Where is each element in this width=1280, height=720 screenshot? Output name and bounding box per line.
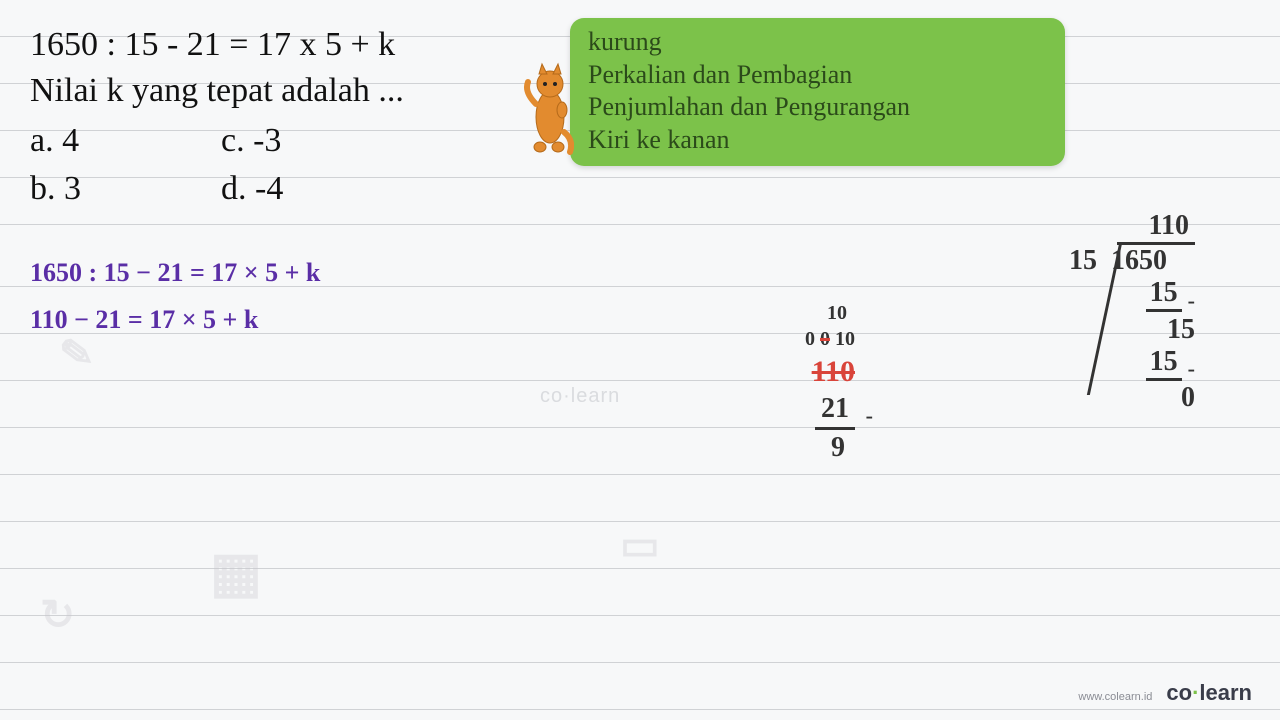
ld-step: 15 (1146, 346, 1182, 381)
hint-line: Penjumlahan dan Pengurangan (588, 91, 1047, 124)
cs-subtrahend: 21 (815, 391, 855, 430)
cs-minuend: 110 (765, 352, 855, 391)
question-prompt: Nilai k yang tepat adalah ... (30, 68, 404, 114)
hint-box: kurung Perkalian dan Pembagian Penjumlah… (570, 18, 1065, 166)
work-step-2: 110 − 21 = 17 × 5 + k (30, 305, 258, 335)
question-block: 1650 : 15 - 21 = 17 x 5 + k Nilai k yang… (30, 22, 404, 212)
cat-icon (522, 62, 574, 157)
option-b: b. 3 (30, 166, 81, 212)
hint-line: Perkalian dan Pembagian (588, 59, 1047, 92)
answer-options: a. 4 b. 3 c. -3 d. -4 (30, 118, 404, 212)
column-subtraction: 10 0 0 10 110 21 - 9 (765, 300, 855, 467)
ld-step: 15 (1146, 277, 1182, 312)
long-division: 110 15 1650 15- 15 15- 0 (1069, 210, 1195, 414)
footer: www.colearn.id co·learn (1078, 680, 1252, 706)
option-c: c. -3 (221, 118, 283, 164)
center-watermark: co·learn (540, 385, 620, 408)
option-d: d. -4 (221, 166, 283, 212)
cs-borrowed: 0 0 10 (765, 326, 855, 352)
footer-brand: co·learn (1166, 680, 1252, 706)
cs-result: 9 (765, 430, 855, 466)
hint-line: Kiri ke kanan (588, 124, 1047, 157)
ld-dividend: 1650 (1103, 245, 1167, 277)
ld-quotient: 110 (1117, 210, 1195, 245)
ld-remainder: 0 (1181, 382, 1195, 413)
ld-divisor: 15 (1069, 245, 1103, 277)
hint-line: kurung (588, 26, 1047, 59)
question-equation: 1650 : 15 - 21 = 17 x 5 + k (30, 22, 404, 68)
cs-borrow: 10 (765, 300, 855, 326)
ld-step: 15 (1167, 314, 1195, 345)
work-step-1: 1650 : 15 − 21 = 17 × 5 + k (30, 258, 320, 288)
option-a: a. 4 (30, 118, 81, 164)
footer-url: www.colearn.id (1078, 691, 1152, 703)
